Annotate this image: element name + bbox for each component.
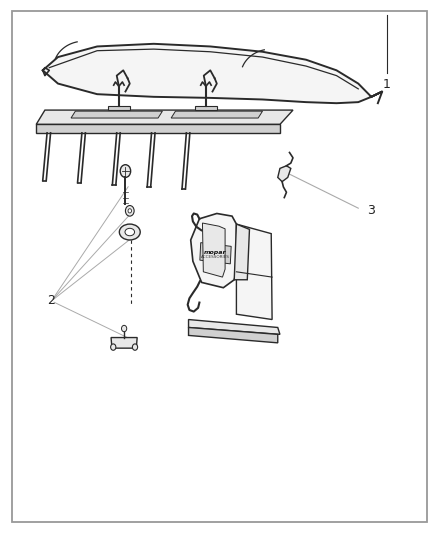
Polygon shape: [188, 319, 280, 334]
Ellipse shape: [119, 224, 140, 240]
Polygon shape: [36, 110, 293, 124]
Text: ACCESSORIES: ACCESSORIES: [201, 255, 230, 260]
Polygon shape: [71, 111, 162, 118]
Polygon shape: [43, 44, 382, 103]
Circle shape: [120, 165, 131, 177]
Polygon shape: [278, 166, 291, 182]
Polygon shape: [195, 107, 217, 110]
Circle shape: [111, 344, 116, 350]
Polygon shape: [171, 111, 262, 118]
Polygon shape: [237, 224, 272, 319]
Circle shape: [132, 344, 138, 350]
Polygon shape: [234, 224, 250, 280]
Circle shape: [125, 206, 134, 216]
Text: 2: 2: [47, 294, 55, 308]
Text: 3: 3: [367, 204, 375, 217]
Ellipse shape: [125, 228, 134, 236]
Circle shape: [121, 325, 127, 332]
Polygon shape: [191, 214, 237, 288]
Polygon shape: [108, 107, 130, 110]
Polygon shape: [36, 124, 280, 133]
Text: mopar: mopar: [204, 249, 227, 255]
Polygon shape: [111, 337, 137, 348]
Polygon shape: [188, 327, 278, 343]
Polygon shape: [200, 243, 231, 264]
Circle shape: [128, 209, 131, 213]
Polygon shape: [202, 223, 225, 277]
Text: 1: 1: [383, 78, 391, 91]
